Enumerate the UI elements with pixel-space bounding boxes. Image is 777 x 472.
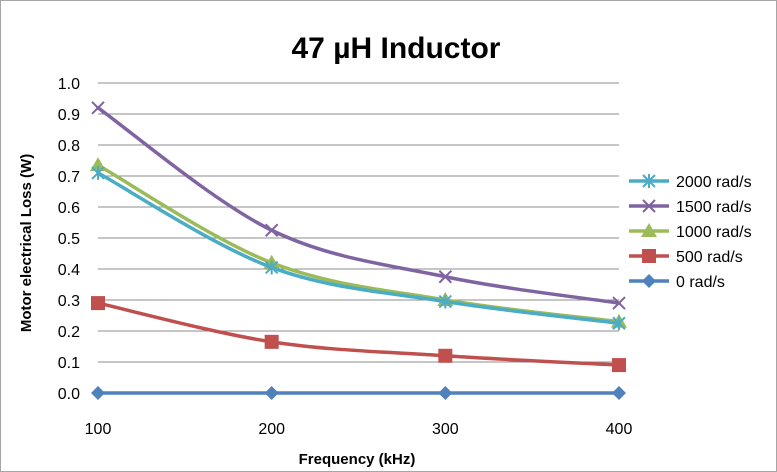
legend-item: 1500 rad/s — [629, 199, 752, 216]
y-tick-labels: 0.0 0.1 0.2 0.3 0.4 0.5 0.6 0.7 0.8 0.9 1.0 — [58, 76, 80, 403]
data-point — [91, 386, 105, 400]
series-line — [96, 301, 621, 367]
x-tick-label: 100 — [85, 421, 112, 438]
legend-label: 500 rad/s — [676, 249, 743, 266]
legend-item: 500 rad/s — [629, 249, 743, 266]
x-axis-label: Frequency (kHz) — [299, 451, 416, 468]
y-tick-label: 0.1 — [58, 355, 80, 372]
x-tick-label: 400 — [606, 421, 633, 438]
legend-item: 1000 rad/s — [629, 223, 752, 241]
data-point — [438, 348, 453, 363]
x-tick-label: 300 — [432, 421, 459, 438]
data-point — [264, 386, 279, 400]
legend-label: 2000 rad/s — [676, 174, 752, 191]
data-point — [612, 386, 626, 400]
y-tick-label: 0.5 — [58, 231, 80, 248]
data-point — [438, 294, 453, 309]
data-point — [264, 260, 279, 275]
data-point — [612, 358, 626, 373]
chart-title: 47 µH Inductor — [292, 32, 501, 65]
legend-marker — [642, 274, 656, 288]
x-tick-label: 200 — [258, 421, 285, 438]
series-lines — [90, 101, 627, 400]
x-tick-labels: 100 200 300 400 — [85, 421, 633, 438]
legend-item: 2000 rad/s — [629, 174, 752, 191]
y-tick-label: 0.3 — [58, 293, 80, 310]
series — [91, 165, 626, 331]
legend-marker — [642, 249, 656, 263]
y-tick-label: 1.0 — [58, 76, 80, 93]
y-tick-label: 0.2 — [58, 324, 80, 341]
legend-label: 1000 rad/s — [676, 224, 752, 241]
data-point — [91, 101, 105, 115]
legend-marker — [642, 199, 656, 213]
legend-label: 0 rad/s — [676, 274, 725, 291]
series — [91, 101, 626, 310]
series — [90, 157, 627, 328]
data-point — [612, 316, 626, 331]
data-point — [438, 386, 453, 400]
y-tick-label: 0.7 — [58, 169, 80, 186]
y-tick-label: 0.4 — [58, 262, 80, 279]
data-point — [612, 296, 626, 310]
legend-marker — [642, 174, 656, 188]
series — [91, 386, 626, 400]
legend: 2000 rad/s 1500 rad/s 1000 rad/s 500 rad/s 0… — [629, 174, 752, 291]
gridlines — [98, 82, 619, 394]
series-line — [96, 163, 621, 324]
data-point — [438, 270, 453, 284]
y-tick-label: 0.0 — [58, 386, 80, 403]
y-tick-label: 0.9 — [58, 107, 80, 124]
legend-marker — [641, 223, 657, 237]
data-point — [264, 223, 279, 237]
data-point — [91, 296, 105, 311]
series-line — [96, 106, 621, 305]
y-tick-label: 0.8 — [58, 138, 80, 155]
y-tick-label: 0.6 — [58, 200, 80, 217]
legend-label: 1500 rad/s — [676, 199, 752, 216]
series — [91, 296, 626, 373]
data-point — [91, 165, 105, 180]
y-axis-label: Motor electrical Loss (W) — [18, 154, 35, 332]
legend-item: 0 rad/s — [629, 274, 725, 291]
series-line — [96, 171, 621, 325]
data-point — [264, 334, 279, 349]
